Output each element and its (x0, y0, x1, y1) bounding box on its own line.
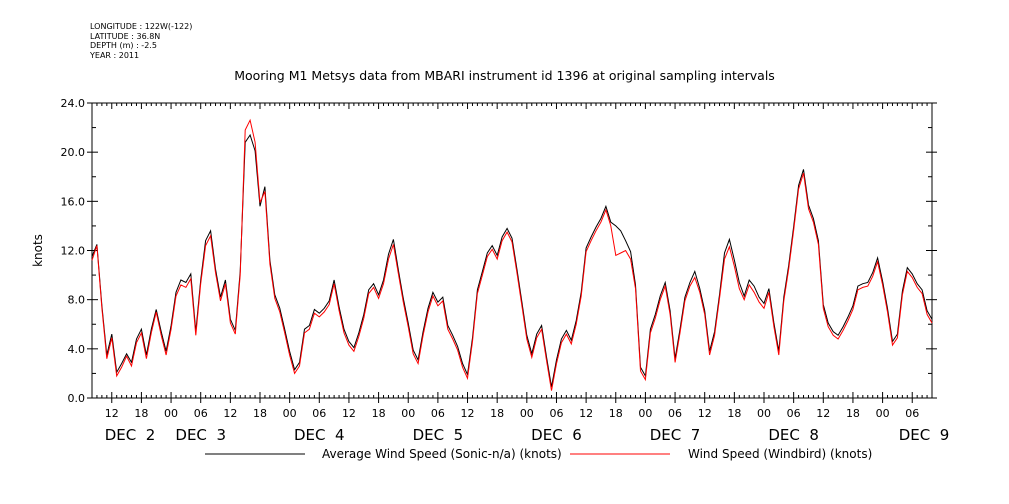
x-hour-tick-label: 18 (727, 407, 741, 420)
plot-frame (91, 102, 933, 399)
series-line-average-wind-speed (91, 133, 933, 387)
y-tick-label: 0.0 (68, 392, 86, 405)
y-tick-label: 4.0 (68, 343, 86, 356)
legend-label-windbird: Wind Speed (Windbird) (knots) (688, 447, 872, 461)
x-hour-tick-label: 18 (253, 407, 267, 420)
x-hour-tick-label: 00 (876, 407, 890, 420)
x-hour-tick-label: 12 (223, 407, 237, 420)
x-hour-tick-label: 12 (698, 407, 712, 420)
x-day-label: DEC 2 (105, 426, 156, 444)
meta-longitude: LONGITUDE : 122W(-122) (90, 22, 193, 31)
x-hour-tick-label: 12 (105, 407, 119, 420)
x-hour-tick-label: 06 (431, 407, 445, 420)
y-tick-label: 24.0 (61, 97, 86, 110)
x-day-label: DEC 5 (413, 426, 464, 444)
x-hour-tick-label: 12 (816, 407, 830, 420)
x-hour-tick-label: 00 (757, 407, 771, 420)
meta-year: YEAR : 2011 (90, 50, 140, 60)
chart-title: Mooring M1 Metsys data from MBARI instru… (234, 68, 775, 83)
x-hour-tick-label: 06 (668, 407, 682, 420)
x-day-label: DEC 7 (650, 426, 701, 444)
x-hour-tick-label: 06 (194, 407, 208, 420)
x-hour-tick-label: 06 (787, 407, 801, 420)
x-hour-tick-label: 18 (846, 407, 860, 420)
legend-label-average: Average Wind Speed (Sonic-n/a) (knots) (322, 447, 562, 461)
x-hour-tick-label: 12 (461, 407, 475, 420)
x-day-label: DEC 3 (175, 426, 226, 444)
x-hour-tick-label: 12 (342, 407, 356, 420)
x-hour-tick-label: 18 (490, 407, 504, 420)
x-hour-tick-label: 00 (164, 407, 178, 420)
meta-latitude: LATITUDE : 36.8N (90, 31, 161, 41)
x-hour-tick-label: 00 (638, 407, 652, 420)
x-hour-tick-label: 00 (401, 407, 415, 420)
x-hour-tick-label: 06 (312, 407, 326, 420)
y-tick-label: 12.0 (61, 245, 86, 258)
y-tick-label: 8.0 (68, 294, 86, 307)
y-axis-label: knots (31, 234, 45, 267)
x-day-label: DEC 8 (768, 426, 819, 444)
x-hour-tick-label: 06 (549, 407, 563, 420)
x-hour-tick-label: 00 (520, 407, 534, 420)
meta-depth: DEPTH (m) : -2.5 (90, 41, 157, 50)
x-hour-tick-label: 06 (905, 407, 919, 420)
x-day-label: DEC 6 (531, 426, 582, 444)
x-hour-tick-label: 18 (609, 407, 623, 420)
x-day-label: DEC 9 (899, 426, 950, 444)
x-day-label: DEC 4 (294, 426, 345, 444)
series-line-windbird-wind-speed (91, 118, 933, 391)
y-tick-label: 16.0 (61, 195, 86, 208)
x-hour-tick-label: 18 (372, 407, 386, 420)
y-tick-label: 20.0 (61, 146, 86, 159)
x-hour-tick-label: 00 (283, 407, 297, 420)
metadata-block: LONGITUDE : 122W(-122) LATITUDE : 36.8N … (90, 22, 192, 60)
x-hour-tick-label: 18 (134, 407, 148, 420)
x-hour-tick-label: 12 (579, 407, 593, 420)
